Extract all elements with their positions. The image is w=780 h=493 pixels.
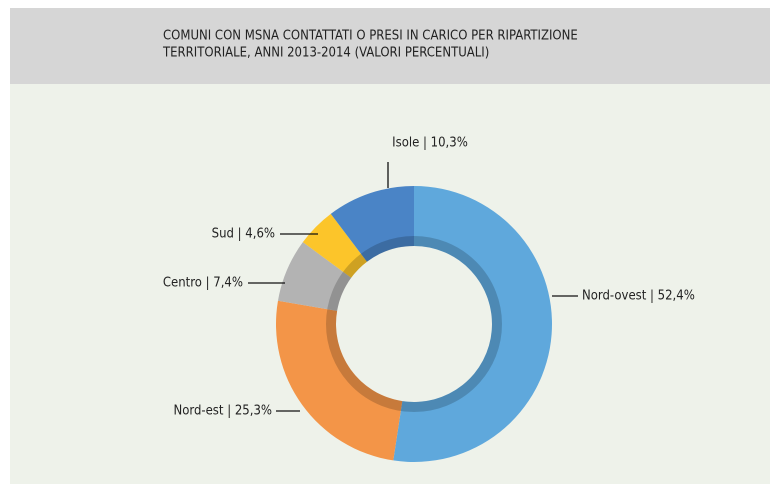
data-label: Centro | 7,4%	[163, 276, 243, 291]
data-label: Nord-ovest | 52,4%	[582, 289, 695, 304]
inner-shade	[326, 236, 502, 412]
slice	[276, 300, 403, 461]
donut	[276, 186, 553, 463]
data-label: Sud | 4,6%	[212, 227, 275, 242]
slice	[277, 242, 352, 311]
slice	[393, 186, 553, 463]
slice	[330, 186, 414, 262]
slice	[302, 213, 367, 278]
data-label: Nord-est | 25,3%	[173, 404, 272, 419]
chart-title: COMUNI CON MSNA CONTATTATI O PRESI IN CA…	[163, 29, 578, 44]
data-label: Isole | 10,3%	[392, 136, 468, 151]
header-band	[10, 8, 770, 84]
chart-title: TERRITORIALE, ANNI 2013-2014 (VALORI PER…	[162, 46, 489, 61]
